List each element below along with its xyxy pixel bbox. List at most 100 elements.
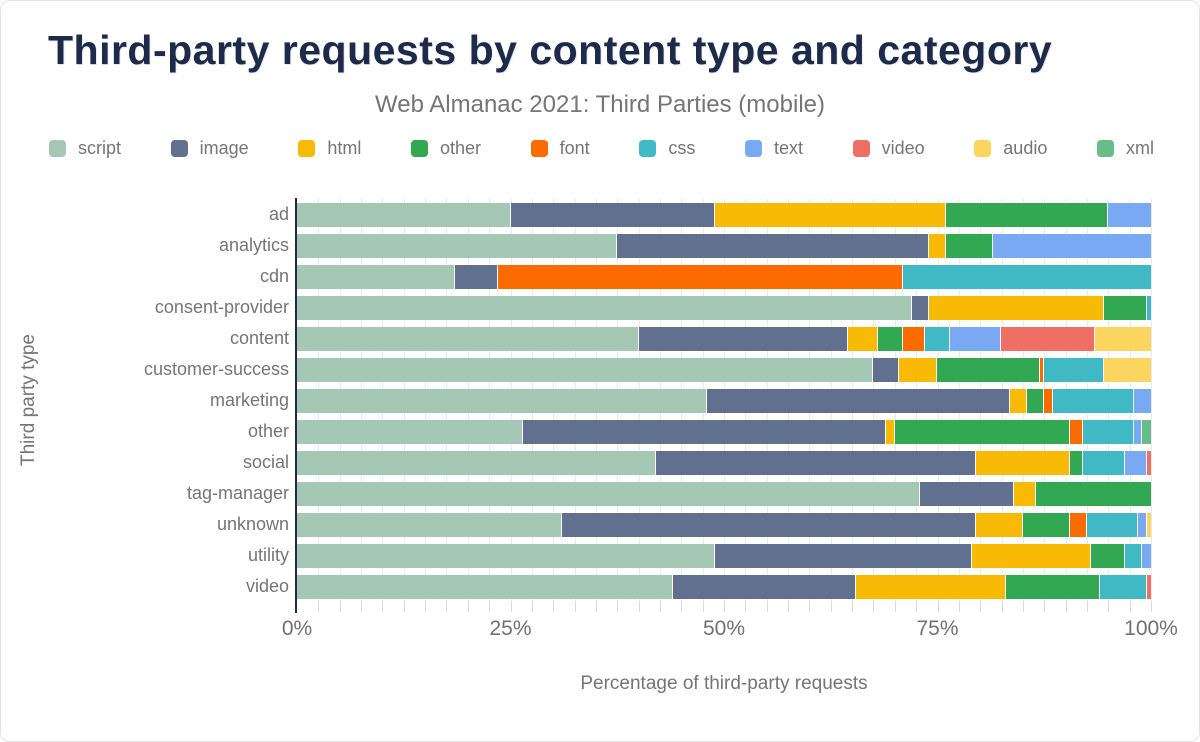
- bar-segment-utility-css[interactable]: [1125, 543, 1143, 568]
- x-axis-tick-label: 100%: [1124, 617, 1178, 640]
- bar-segment-video-other[interactable]: [1005, 574, 1100, 599]
- bar-segment-tag-manager-html[interactable]: [1014, 481, 1036, 506]
- bar-segment-social-script[interactable]: [297, 450, 656, 475]
- legend-item-css[interactable]: css: [639, 139, 695, 157]
- legend-item-html[interactable]: html: [298, 139, 361, 157]
- bar-segment-ad-image[interactable]: [510, 202, 716, 227]
- bar-segment-video-script[interactable]: [297, 574, 673, 599]
- bar-segment-video-image[interactable]: [672, 574, 857, 599]
- bar-segment-content-audio[interactable]: [1095, 326, 1151, 351]
- bar-segment-other-image[interactable]: [523, 419, 887, 444]
- bar-segment-video-css[interactable]: [1099, 574, 1147, 599]
- minor-tick: [830, 602, 832, 612]
- bar-segment-unknown-script[interactable]: [297, 512, 562, 537]
- bar-segment-consent-provider-css[interactable]: [1146, 295, 1151, 320]
- bar-segment-marketing-css[interactable]: [1052, 388, 1134, 413]
- bar-segment-other-html[interactable]: [886, 419, 895, 444]
- bar-segment-content-html[interactable]: [847, 326, 878, 351]
- bar-segment-ad-other[interactable]: [946, 202, 1109, 227]
- bar-segment-marketing-text[interactable]: [1133, 388, 1151, 413]
- bar-segment-consent-provider-other[interactable]: [1104, 295, 1147, 320]
- legend-item-image[interactable]: image: [170, 139, 249, 157]
- bar-segment-consent-provider-html[interactable]: [928, 295, 1105, 320]
- legend-item-text[interactable]: text: [744, 139, 803, 157]
- bar-segment-unknown-css[interactable]: [1086, 512, 1139, 537]
- bar-segment-unknown-font[interactable]: [1069, 512, 1087, 537]
- bar-segment-customer-success-other[interactable]: [937, 357, 1040, 382]
- bar-segment-content-font[interactable]: [903, 326, 925, 351]
- bar-segment-other-xml[interactable]: [1142, 419, 1151, 444]
- bar-segment-content-text[interactable]: [950, 326, 1002, 351]
- bar-segment-cdn-script[interactable]: [297, 264, 455, 289]
- bar-segment-customer-success-font[interactable]: [1039, 357, 1045, 382]
- bar-segment-utility-text[interactable]: [1142, 543, 1151, 568]
- legend-item-video[interactable]: video: [852, 139, 925, 157]
- bar-segment-content-script[interactable]: [297, 326, 639, 351]
- bar-segment-customer-success-image[interactable]: [873, 357, 900, 382]
- legend-item-xml[interactable]: xml: [1096, 139, 1154, 157]
- bar-segment-social-other[interactable]: [1069, 450, 1083, 475]
- bar-segment-cdn-image[interactable]: [454, 264, 498, 289]
- bar-segment-consent-provider-image[interactable]: [911, 295, 929, 320]
- bar-segment-ad-html[interactable]: [715, 202, 947, 227]
- bar-segment-other-other[interactable]: [894, 419, 1070, 444]
- minor-tick: [1108, 602, 1110, 612]
- bar-segment-tag-manager-other[interactable]: [1035, 481, 1151, 506]
- bar-segment-social-css[interactable]: [1082, 450, 1126, 475]
- bar-segment-customer-success-script[interactable]: [297, 357, 874, 382]
- bar-segment-social-video[interactable]: [1146, 450, 1151, 475]
- bar-segment-consent-provider-script[interactable]: [297, 295, 912, 320]
- bar-segment-content-other[interactable]: [877, 326, 904, 351]
- bar-segment-analytics-script[interactable]: [297, 233, 618, 258]
- bar-segment-customer-success-css[interactable]: [1044, 357, 1104, 382]
- bar-segment-unknown-image[interactable]: [561, 512, 976, 537]
- legend-item-other[interactable]: other: [410, 139, 481, 157]
- bar-segment-cdn-font[interactable]: [497, 264, 904, 289]
- bar-row-social: [297, 450, 1151, 475]
- bar-segment-tag-manager-image[interactable]: [920, 481, 1015, 506]
- bar-segment-marketing-script[interactable]: [297, 388, 707, 413]
- bar-segment-unknown-other[interactable]: [1022, 512, 1070, 537]
- bar-segment-marketing-font[interactable]: [1044, 388, 1053, 413]
- bar-segment-unknown-html[interactable]: [975, 512, 1023, 537]
- minor-tick: [724, 602, 725, 612]
- bar-segment-utility-script[interactable]: [297, 543, 716, 568]
- bar-segment-video-video[interactable]: [1146, 574, 1151, 599]
- bar-segment-marketing-image[interactable]: [706, 388, 1011, 413]
- bar-segment-marketing-html[interactable]: [1010, 388, 1028, 413]
- bar-segment-social-html[interactable]: [975, 450, 1070, 475]
- legend-item-font[interactable]: font: [530, 139, 590, 157]
- bar-segment-content-image[interactable]: [638, 326, 848, 351]
- bar-segment-ad-script[interactable]: [297, 202, 511, 227]
- bar-segment-other-text[interactable]: [1133, 419, 1143, 444]
- bar-segment-unknown-audio[interactable]: [1146, 512, 1151, 537]
- bar-segment-utility-other[interactable]: [1091, 543, 1126, 568]
- bar-segment-analytics-html[interactable]: [928, 233, 947, 258]
- bar-segment-other-font[interactable]: [1069, 419, 1083, 444]
- bar-segment-social-text[interactable]: [1125, 450, 1147, 475]
- legend-item-audio[interactable]: audio: [974, 139, 1047, 157]
- bar-segment-utility-html[interactable]: [971, 543, 1092, 568]
- bar-segment-cdn-css[interactable]: [903, 264, 1151, 289]
- bar-segment-marketing-other[interactable]: [1027, 388, 1045, 413]
- bar-segment-other-css[interactable]: [1082, 419, 1134, 444]
- chart-subtitle: Web Almanac 2021: Third Parties (mobile): [375, 91, 825, 118]
- bar-segment-analytics-text[interactable]: [993, 233, 1151, 258]
- bar-segment-content-video[interactable]: [1001, 326, 1096, 351]
- x-axis-title: Percentage of third-party requests: [580, 673, 868, 694]
- bar-segment-analytics-other[interactable]: [946, 233, 993, 258]
- minor-tick: [809, 602, 811, 612]
- bar-segment-social-image[interactable]: [655, 450, 976, 475]
- bar-segment-other-script[interactable]: [297, 419, 524, 444]
- bar-segment-unknown-text[interactable]: [1138, 512, 1147, 537]
- bar-segment-content-css[interactable]: [924, 326, 951, 351]
- bar-segment-tag-manager-script[interactable]: [297, 481, 921, 506]
- legend-label: css: [668, 138, 696, 158]
- legend-item-script[interactable]: script: [49, 139, 121, 157]
- bar-segment-customer-success-html[interactable]: [899, 357, 938, 382]
- bar-segment-ad-text[interactable]: [1108, 202, 1151, 227]
- bar-segment-analytics-image[interactable]: [617, 233, 929, 258]
- bar-segment-customer-success-audio[interactable]: [1103, 357, 1151, 382]
- bar-segment-utility-image[interactable]: [715, 543, 972, 568]
- bar-segment-video-html[interactable]: [856, 574, 1006, 599]
